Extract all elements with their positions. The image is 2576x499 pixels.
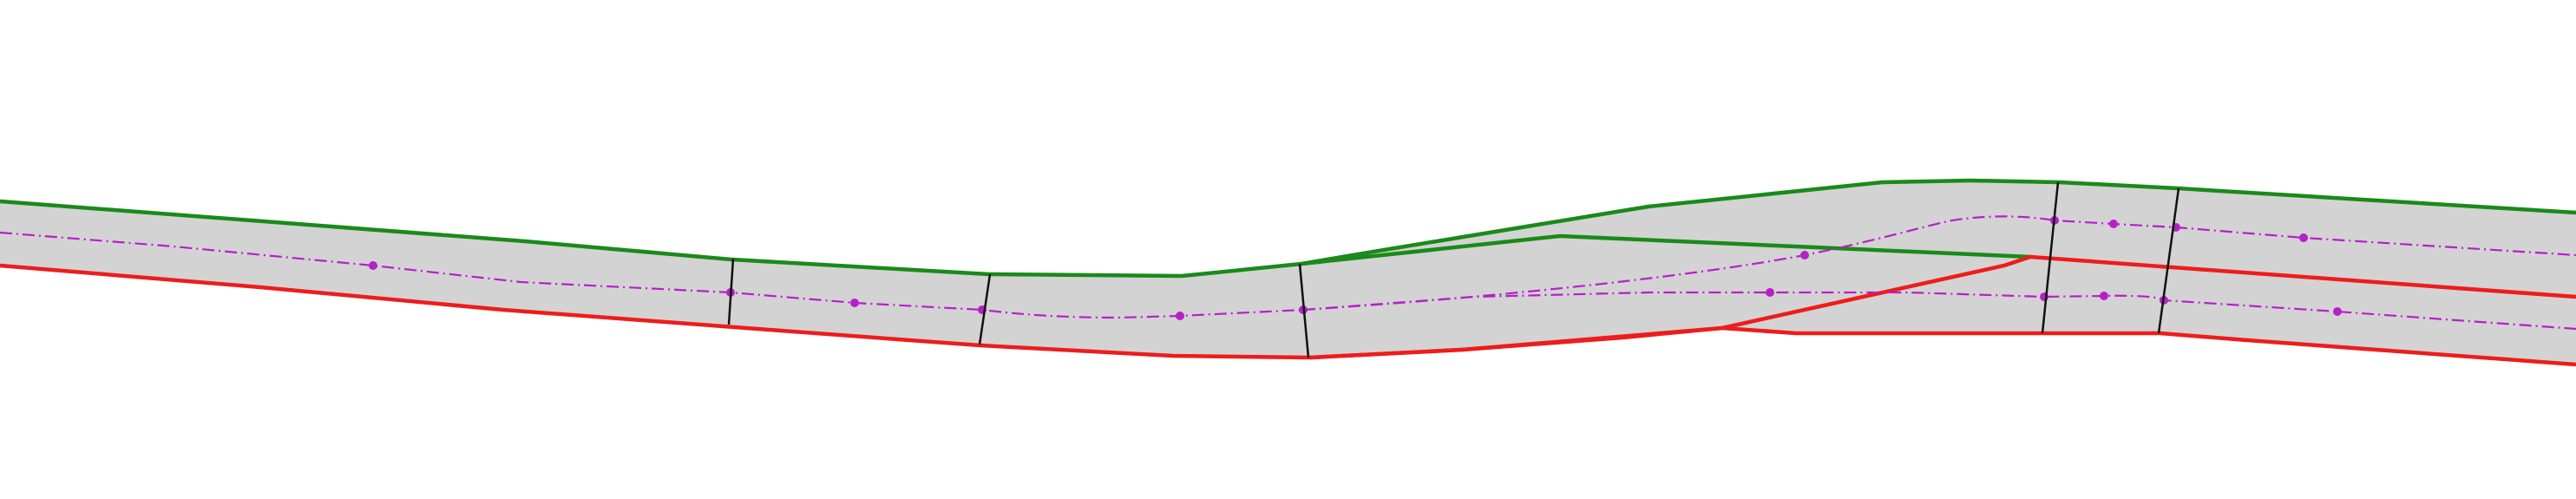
upper-lane-centerline: [1302, 215, 2576, 312]
waypoint: [2109, 220, 2118, 228]
waypoint: [1766, 288, 1774, 297]
section-divider: [2041, 181, 2060, 334]
section-dividers: [727, 181, 2180, 358]
diverge-lane-right-boundary: [1309, 254, 2576, 360]
waypoint: [2299, 233, 2308, 242]
main-lane-centerline: [0, 231, 1304, 319]
section-divider: [1298, 263, 1310, 358]
section-divider: [978, 273, 992, 345]
waypoint: [1800, 251, 1809, 259]
waypoint: [1176, 312, 1184, 320]
merge-lane-left-boundary: [1301, 233, 2031, 266]
section-divider: [2157, 187, 2180, 334]
waypoint: [2333, 307, 2342, 316]
main-left-boundary: [0, 178, 2576, 279]
waypoint: [2100, 292, 2108, 300]
section-divider: [727, 258, 735, 325]
waypoint: [369, 261, 377, 270]
waypoint: [850, 299, 859, 307]
